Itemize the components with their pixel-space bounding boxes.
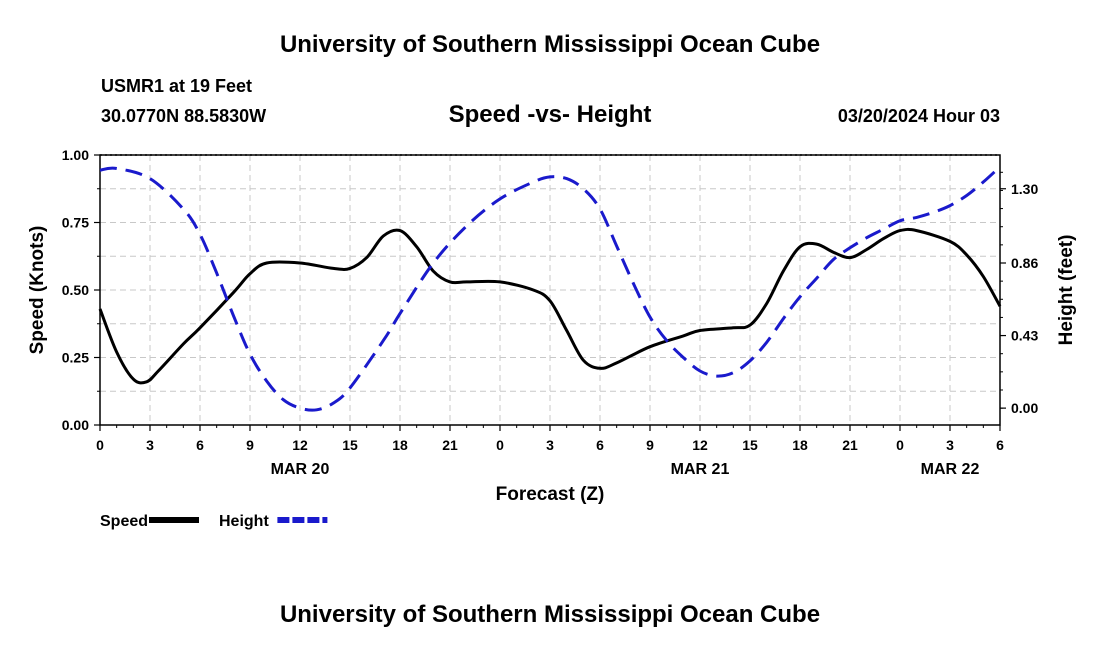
- page-title-bottom: University of Southern Mississippi Ocean…: [279, 601, 821, 628]
- x-tick-label: 12: [292, 437, 308, 453]
- x-tick-label: 3: [146, 437, 154, 453]
- y-left-tick-label: 0.25: [62, 350, 89, 366]
- x-tick-label: 0: [896, 437, 904, 453]
- forecast-datetime: 03/20/2024 Hour 03: [837, 106, 1000, 126]
- legend-label-height: Height: [219, 513, 269, 530]
- x-tick-label: 12: [692, 437, 708, 453]
- y-left-tick-label: 0.75: [62, 215, 89, 231]
- y-left-tick-label: 0.50: [62, 282, 89, 298]
- y-right-tick-label: 1.30: [1011, 181, 1038, 197]
- chart-title: Speed -vs- Height: [448, 101, 652, 128]
- x-tick-label: 6: [996, 437, 1004, 453]
- x-date-label: MAR 20: [271, 461, 330, 478]
- x-tick-label: 9: [246, 437, 254, 453]
- x-tick-label: 21: [442, 437, 458, 453]
- x-tick-label: 18: [392, 437, 408, 453]
- x-tick-label: 6: [196, 437, 204, 453]
- station-label: USMR1 at 19 Feet: [101, 76, 253, 96]
- x-tick-label: 21: [842, 437, 858, 453]
- x-axis-label: Forecast (Z): [496, 484, 605, 505]
- x-date-label: MAR 22: [921, 461, 980, 478]
- series-line-height: [99, 165, 1002, 412]
- y-left-tick-label: 1.00: [62, 147, 89, 163]
- x-tick-label: 15: [742, 437, 758, 453]
- station-coordinates: 30.0770N 88.5830W: [101, 106, 267, 126]
- x-tick-label: 0: [496, 437, 504, 453]
- y-left-tick-label: 0.00: [62, 417, 89, 433]
- x-tick-label: 3: [946, 437, 954, 453]
- x-tick-label: 3: [546, 437, 554, 453]
- page-title: University of Southern Mississippi Ocean…: [279, 31, 821, 58]
- y-right-axis-label: Height (feet): [1056, 235, 1077, 346]
- legend-label-speed: Speed: [100, 513, 148, 530]
- y-right-tick-label: 0.00: [1011, 400, 1038, 416]
- x-tick-label: 9: [646, 437, 654, 453]
- x-date-label: MAR 21: [671, 461, 730, 478]
- y-right-tick-label: 0.43: [1011, 328, 1038, 344]
- x-tick-label: 6: [596, 437, 604, 453]
- series-line-speed: [98, 227, 1002, 385]
- x-tick-label: 15: [342, 437, 358, 453]
- x-tick-label: 18: [792, 437, 808, 453]
- y-left-axis-label: Speed (Knots): [27, 226, 48, 355]
- x-tick-label: 0: [96, 437, 104, 453]
- y-right-tick-label: 0.86: [1011, 255, 1038, 271]
